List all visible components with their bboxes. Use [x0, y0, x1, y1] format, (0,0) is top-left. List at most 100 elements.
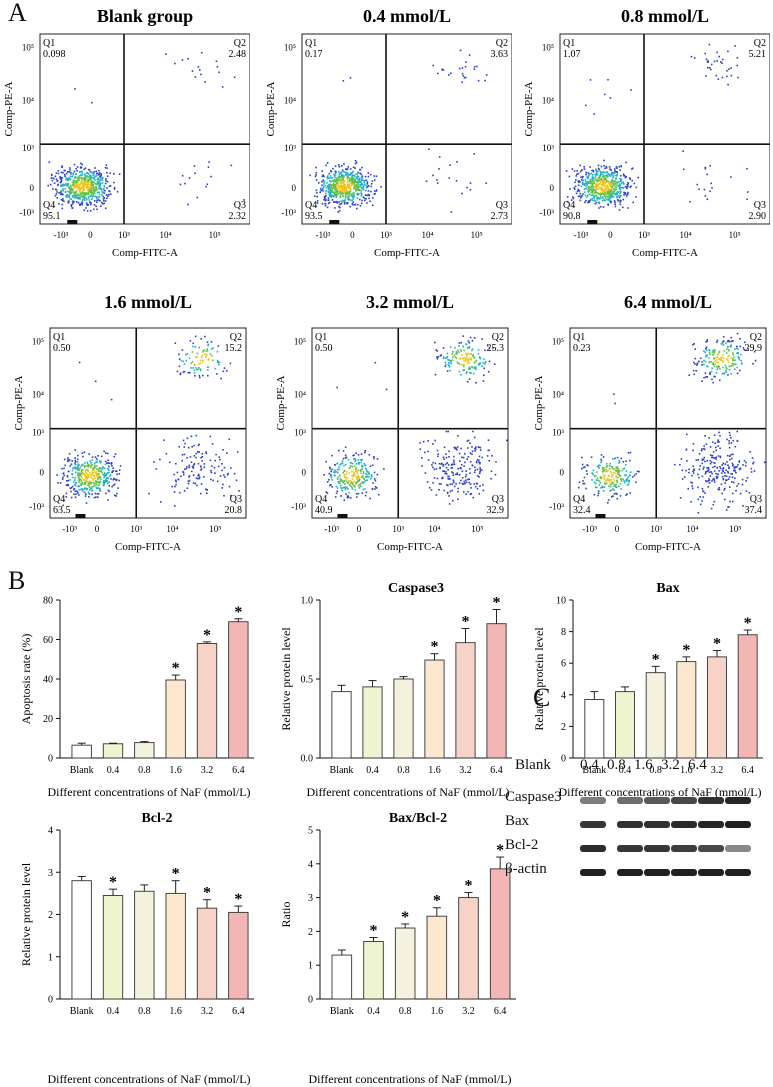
flow-event-dot — [576, 190, 579, 193]
flow-event-dot — [340, 462, 342, 465]
flow-event-dot — [374, 479, 377, 482]
flow-event-dot — [76, 461, 79, 463]
flow-event-dot — [64, 173, 66, 176]
flow-event-dot — [357, 183, 360, 186]
flow-event-dot — [104, 189, 106, 192]
flow-event-dot — [627, 476, 630, 478]
flow-event-dot — [712, 466, 714, 469]
flow-event-dot — [716, 60, 718, 62]
flow-event-dot — [108, 469, 110, 472]
flow-event-dot — [342, 482, 345, 484]
flow-event-dot — [76, 170, 78, 172]
flow-event-dot — [48, 161, 51, 163]
flow-event-dot — [479, 469, 482, 471]
flow-event-dot — [59, 191, 62, 193]
flow-event-dot — [89, 191, 92, 194]
flow-event-dot — [726, 75, 728, 78]
flow-event-dot — [372, 197, 374, 199]
flow-event-dot — [570, 199, 573, 201]
flow-event-dot — [354, 485, 356, 488]
flow-event-dot — [450, 360, 452, 362]
flow-event-dot — [473, 337, 476, 339]
flow-event-dot — [78, 170, 81, 173]
flow-event-dot — [107, 462, 109, 464]
flow-event-dot — [611, 186, 614, 189]
flow-event-dot — [483, 367, 485, 370]
flow-event-dot — [205, 356, 207, 358]
flow-event-dot — [470, 356, 472, 359]
flow-event-dot — [605, 195, 607, 198]
flow-event-dot — [616, 183, 618, 185]
flow-event-dot — [89, 489, 91, 491]
flow-event-dot — [481, 365, 483, 368]
flow-event-dot — [89, 194, 92, 197]
flow-event-dot — [565, 170, 568, 172]
flow-event-dot — [346, 185, 349, 187]
flow-event-dot — [688, 374, 690, 376]
lane-label: Blank — [515, 757, 551, 773]
flow-event-dot — [597, 490, 600, 492]
flow-event-dot — [67, 182, 70, 185]
flow-event-dot — [380, 186, 382, 188]
flow-event-dot — [715, 361, 718, 363]
flow-event-dot — [70, 490, 72, 493]
flow-event-dot — [347, 192, 349, 195]
flow-event-dot — [605, 171, 608, 174]
flow-event-dot — [469, 336, 472, 339]
flow-event-dot — [86, 468, 89, 471]
flow-event-dot — [73, 196, 76, 199]
flow-event-dot — [88, 181, 90, 183]
flow-event-dot — [741, 483, 744, 486]
flow-event-dot — [97, 181, 100, 184]
flow-event-dot — [79, 174, 82, 176]
flow-event-dot — [342, 180, 345, 182]
bar — [426, 915, 448, 1000]
flow-event-dot — [67, 484, 69, 487]
flow-event-dot — [216, 480, 219, 483]
flow-event-dot — [727, 346, 729, 348]
flow-event-dot — [603, 477, 605, 479]
flow-event-dot — [715, 365, 718, 368]
flow-event-dot — [593, 199, 595, 202]
flow-event-dot — [615, 466, 618, 469]
flow-event-dot — [326, 177, 329, 179]
flow-event-dot — [182, 439, 185, 442]
bar — [676, 661, 697, 759]
flow-event-dot — [335, 178, 337, 180]
flow-event-dot — [344, 457, 347, 459]
flow-event-dot — [619, 203, 622, 206]
flow-event-dot — [627, 182, 629, 184]
flow-event-dot — [383, 468, 385, 470]
quadrant-q3-name: Q3 — [754, 200, 766, 211]
flow-event-dot — [628, 177, 631, 179]
flow-event-dot — [447, 430, 450, 433]
flow-event-dot — [62, 199, 64, 202]
significance-star: * — [744, 615, 752, 632]
y-tick-label: 3 — [48, 868, 53, 879]
flow-event-dot — [722, 344, 725, 346]
flow-event-dot — [74, 449, 76, 451]
flow-event-dot — [603, 177, 605, 179]
flow-event-dot — [604, 181, 606, 184]
flow-event-dot — [710, 471, 713, 473]
flow-event-dot — [233, 76, 236, 79]
x-tick-label: 10³ — [650, 524, 662, 534]
flow-event-dot — [181, 349, 184, 351]
flow-event-dot — [594, 191, 596, 194]
flow-event-dot — [625, 161, 627, 164]
flow-event-dot — [328, 172, 331, 175]
flow-event-dot — [609, 185, 611, 187]
flow-event-dot — [615, 475, 618, 477]
flow-event-dot — [692, 343, 694, 346]
flow-event-dot — [584, 194, 587, 196]
flow-event-dot — [454, 347, 456, 349]
flow-event-dot — [585, 171, 587, 174]
flow-event-dot — [74, 496, 77, 499]
flow-event-dot — [471, 348, 474, 350]
flow-event-dot — [55, 172, 58, 174]
flow-event-dot — [455, 353, 457, 355]
flow-event-dot — [736, 485, 738, 487]
x-tick-label: 6.4 — [232, 1006, 245, 1017]
flow-event-dot — [599, 482, 601, 484]
flow-event-dot — [186, 437, 189, 440]
